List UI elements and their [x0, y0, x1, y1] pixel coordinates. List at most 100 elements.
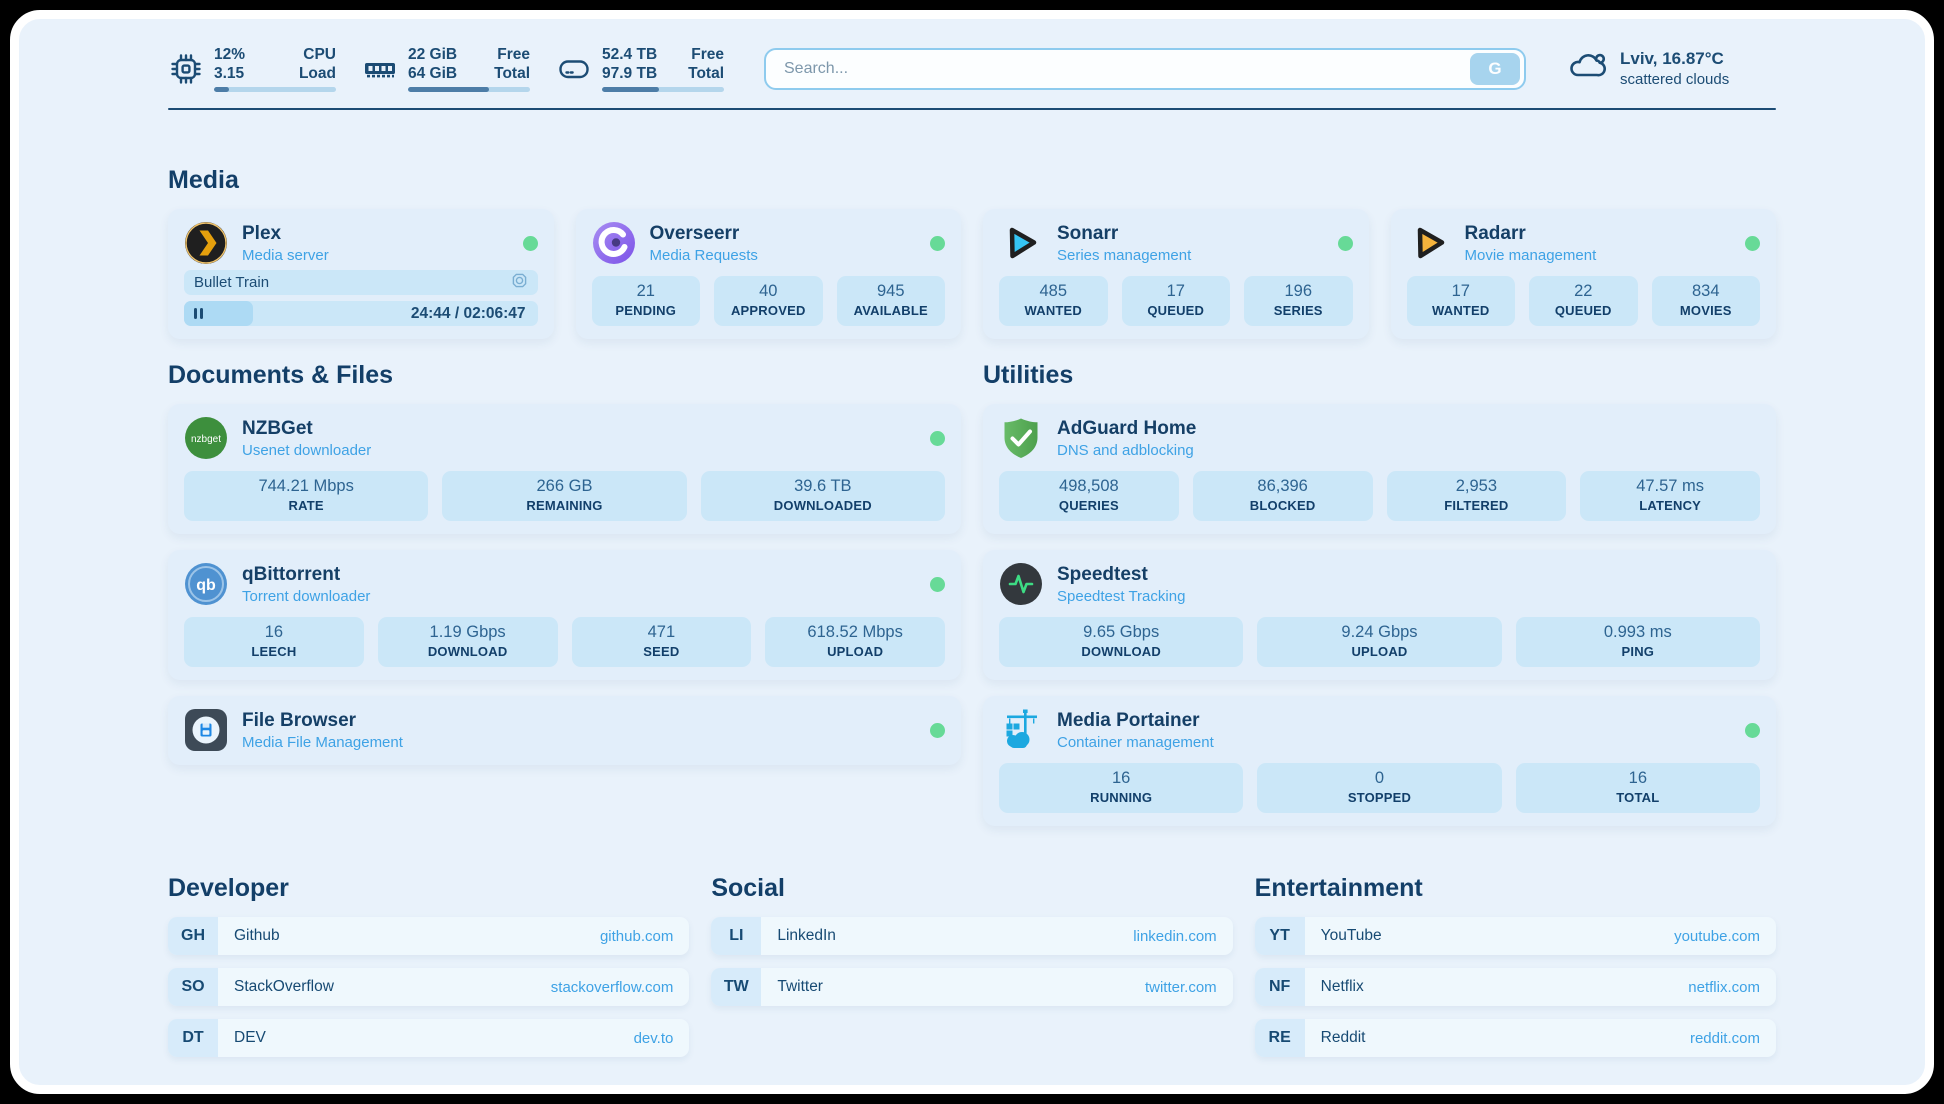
radarr-icon — [1407, 221, 1451, 265]
bookmark-url: netflix.com — [1688, 978, 1760, 996]
bookmark-youtube[interactable]: YT YouTube youtube.com — [1254, 917, 1776, 955]
service-card-sonarr[interactable]: Sonarr Series management 485 WANTED 17 Q… — [983, 209, 1369, 339]
stat-stopped: 0 STOPPED — [1257, 763, 1502, 813]
service-name: NZBGet — [242, 417, 313, 439]
memory-label-top: Free — [497, 46, 530, 63]
memory-total-value: 64 GiB — [408, 65, 458, 82]
now-playing-title: Bullet Train — [194, 274, 270, 291]
status-online-dot — [930, 430, 945, 446]
bookmark-name: YouTube — [1320, 927, 1382, 944]
bookmark-abbr: YT — [1254, 917, 1305, 955]
section-title-documents: Documents & Files — [168, 361, 394, 389]
service-description: Movie management — [1464, 246, 1597, 264]
stat-available: 945 AVAILABLE — [836, 276, 945, 326]
service-description: DNS and adblocking — [1057, 441, 1194, 459]
service-name: Radarr — [1464, 222, 1526, 244]
search-provider-button[interactable]: G — [1470, 52, 1520, 85]
bookmark-name: Netflix — [1320, 978, 1364, 995]
stat-wanted: 485 WANTED — [999, 276, 1108, 326]
service-card-radarr[interactable]: Radarr Movie management 17 WANTED 22 QUE… — [1390, 209, 1776, 339]
stat-upload: 618.52 Mbps UPLOAD — [765, 617, 945, 667]
service-name: Media Portainer — [1057, 709, 1200, 731]
service-card-overseerr[interactable]: Overseerr Media Requests 21 PENDING 40 A… — [575, 209, 961, 339]
bookmark-name: Github — [234, 927, 280, 944]
bookmark-abbr: LI — [711, 917, 762, 955]
bookmark-abbr: NF — [1254, 968, 1305, 1006]
bookmark-twitter[interactable]: TW Twitter twitter.com — [711, 968, 1233, 1006]
weather-location-temperature: Lviv, 16.87°C — [1620, 49, 1724, 68]
section-title-entertainment: Entertainment — [1254, 874, 1423, 902]
service-card-filebrowser[interactable]: File Browser Media File Management — [168, 696, 961, 765]
service-card-qbittorrent[interactable]: qb qBittorrent Torrent downloader 16 LEE… — [168, 550, 961, 680]
bookmark-stackoverflow[interactable]: SO StackOverflow stackoverflow.com — [168, 968, 690, 1006]
plex-icon — [184, 221, 228, 265]
disk-widget: 52.4 TB Free 97.9 TB Total — [556, 45, 724, 92]
service-name: qBittorrent — [242, 563, 341, 585]
bookmark-abbr: SO — [168, 968, 218, 1006]
speedtest-icon — [999, 562, 1043, 606]
service-card-speedtest[interactable]: Speedtest Speedtest Tracking 9.65 Gbps D… — [983, 550, 1776, 680]
stat-queued: 22 QUEUED — [1529, 276, 1638, 326]
stat-ping: 0.993 ms PING — [1515, 617, 1760, 667]
sonarr-icon — [999, 221, 1043, 265]
stat-seed: 471 SEED — [571, 617, 752, 667]
disk-free-value: 52.4 TB — [602, 46, 658, 63]
bookmark-abbr: TW — [711, 968, 762, 1006]
service-name: Overseerr — [649, 222, 740, 244]
portainer-icon — [999, 708, 1043, 752]
bookmark-url: github.com — [599, 927, 674, 945]
bookmark-name: DEV — [234, 1029, 266, 1046]
memory-progress-bar — [408, 87, 530, 92]
cpu-label-bottom: Load — [298, 65, 336, 82]
memory-free-value: 22 GiB — [408, 46, 458, 63]
bookmark-abbr: RE — [1254, 1019, 1305, 1057]
cloud-icon — [1566, 45, 1608, 92]
status-online-dot — [1745, 235, 1760, 251]
video-camera-icon — [511, 272, 528, 293]
section-title-utilities: Utilities — [983, 361, 1074, 389]
service-description: Speedtest Tracking — [1057, 587, 1186, 605]
stat-latency: 47.57 ms LATENCY — [1580, 471, 1760, 521]
topbar-divider — [168, 108, 1776, 110]
bookmark-dev[interactable]: DT DEV dev.to — [168, 1019, 690, 1057]
cpu-label-top: CPU — [303, 46, 336, 63]
section-title-media: Media — [168, 166, 239, 194]
cpu-usage-value: 12% — [214, 46, 246, 63]
stat-wanted: 17 WANTED — [1406, 276, 1515, 326]
service-description: Container management — [1057, 733, 1214, 751]
stat-queries: 498,508 QUERIES — [999, 471, 1179, 521]
stat-downloaded: 39.6 TB DOWNLOADED — [700, 471, 945, 521]
search-bar: G — [764, 47, 1526, 90]
memory-widget: 22 GiB Free 64 GiB Total — [362, 45, 530, 92]
service-card-portainer[interactable]: Media Portainer Container management 16 … — [983, 696, 1776, 826]
disk-label-top: Free — [691, 46, 724, 63]
stat-pending: 21 PENDING — [591, 276, 700, 326]
service-card-adguard[interactable]: AdGuard Home DNS and adblocking 498,508 … — [983, 404, 1776, 534]
stat-filtered: 2,953 FILTERED — [1386, 471, 1567, 521]
service-description: Media server — [242, 246, 329, 264]
cpu-icon — [168, 51, 204, 87]
cpu-widget: 12% CPU 3.15 Load — [168, 45, 336, 92]
status-online-dot — [930, 235, 945, 251]
cpu-load-value: 3.15 — [214, 65, 245, 82]
bookmark-netflix[interactable]: NF Netflix netflix.com — [1254, 968, 1776, 1006]
bookmark-name: Twitter — [777, 978, 823, 995]
bookmark-url: linkedin.com — [1133, 927, 1217, 945]
service-card-plex[interactable]: Plex Media server Bullet Train — [168, 209, 554, 339]
bookmark-linkedin[interactable]: LI LinkedIn linkedin.com — [711, 917, 1233, 955]
status-online-dot — [1745, 722, 1760, 738]
bookmark-reddit[interactable]: RE Reddit reddit.com — [1254, 1019, 1776, 1057]
svg-text:nzbget: nzbget — [191, 434, 221, 445]
stat-approved: 40 APPROVED — [714, 276, 823, 326]
service-name: Plex — [242, 222, 282, 244]
search-input[interactable] — [766, 59, 1470, 78]
stat-upload: 9.24 Gbps UPLOAD — [1257, 617, 1502, 667]
service-card-nzbget[interactable]: nzbget NZBGet Usenet downloader 744.21 M… — [168, 404, 961, 534]
status-online-dot — [930, 722, 945, 738]
overseerr-icon — [592, 221, 636, 265]
service-description: Media File Management — [242, 733, 403, 751]
bookmark-name: StackOverflow — [234, 978, 334, 995]
bookmark-github[interactable]: GH Github github.com — [168, 917, 690, 955]
stat-rate: 744.21 Mbps RATE — [184, 471, 429, 521]
resource-widgets: 12% CPU 3.15 Load — [168, 45, 724, 92]
